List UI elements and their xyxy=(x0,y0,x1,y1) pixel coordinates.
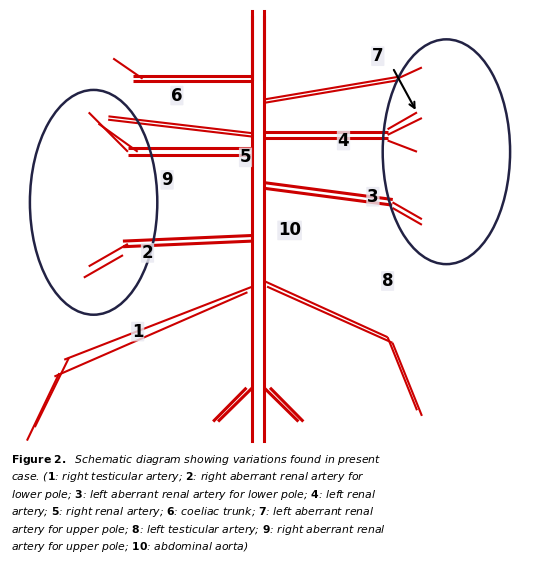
Text: artery for upper pole; $\mathbf{8}$: left testicular artery; $\mathbf{9}$: right: artery for upper pole; $\mathbf{8}$: lef… xyxy=(11,523,386,537)
Text: 1: 1 xyxy=(132,323,144,341)
Text: artery for upper pole; $\mathbf{10}$: abdominal aorta): artery for upper pole; $\mathbf{10}$: ab… xyxy=(11,540,248,554)
Text: 10: 10 xyxy=(278,221,301,239)
Text: 2: 2 xyxy=(141,244,153,262)
Text: 5: 5 xyxy=(240,148,251,166)
Text: 9: 9 xyxy=(161,171,173,189)
Text: artery; $\mathbf{5}$: right renal artery; $\mathbf{6}$: coeliac trunk; $\mathbf{: artery; $\mathbf{5}$: right renal artery… xyxy=(11,505,374,519)
Text: 4: 4 xyxy=(338,132,349,149)
Text: 7: 7 xyxy=(372,47,383,65)
Text: case. ($\mathbf{1}$: right testicular artery; $\mathbf{2}$: right aberrant renal: case. ($\mathbf{1}$: right testicular ar… xyxy=(11,470,364,484)
Text: 3: 3 xyxy=(367,188,379,206)
Text: 6: 6 xyxy=(171,87,183,105)
Text: $\mathbf{Figure\ 2.}$  Schematic diagram showing variations found in present: $\mathbf{Figure\ 2.}$ Schematic diagram … xyxy=(11,453,381,467)
Text: 8: 8 xyxy=(382,272,393,290)
Text: lower pole; $\mathbf{3}$: left aberrant renal artery for lower pole; $\mathbf{4}: lower pole; $\mathbf{3}$: left aberrant … xyxy=(11,488,376,502)
